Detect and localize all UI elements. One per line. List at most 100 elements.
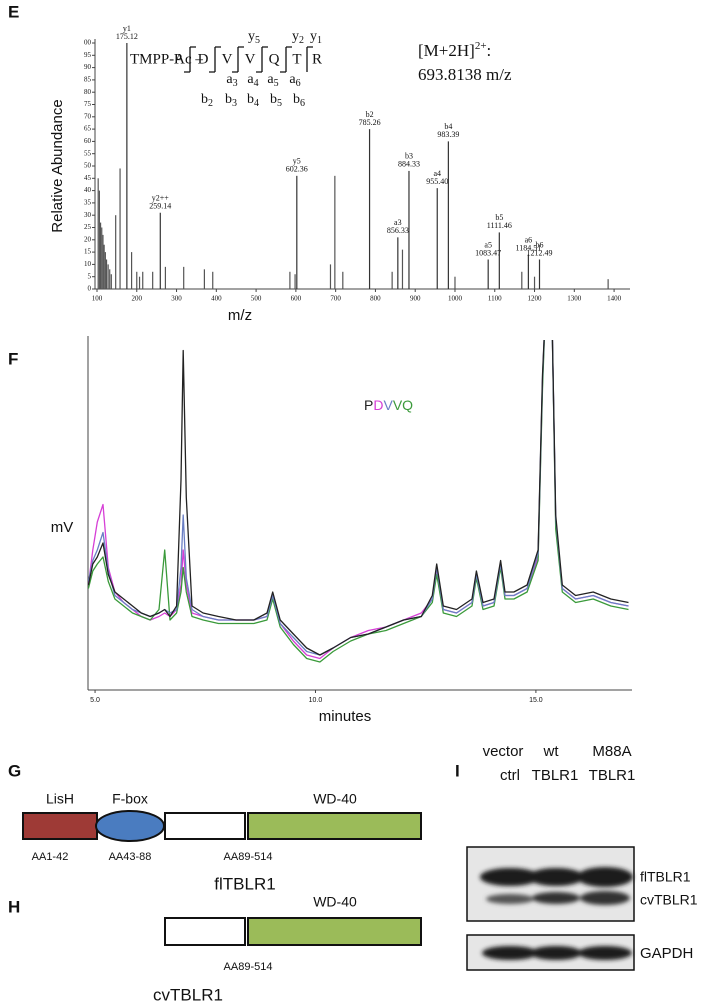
y-tick-label: 65 <box>84 125 92 133</box>
x-tick-label: 700 <box>330 295 341 303</box>
y-tick-label: 90 <box>84 63 92 71</box>
band <box>482 946 538 960</box>
ion-label: b3 <box>405 152 413 161</box>
y-tick-label: 80 <box>84 88 92 96</box>
peak-mz-label: 175.12 <box>116 32 138 41</box>
ion-label: b4 <box>444 122 452 131</box>
ion-label: y5 <box>293 157 301 166</box>
y-tick-label: 60 <box>84 137 92 145</box>
band <box>480 868 540 886</box>
ion-label: a4 <box>433 169 441 178</box>
x-tick-label: 200 <box>132 295 143 303</box>
domain-diagram-cleaved: WD-40 AA89-514 cvTBLR1 <box>153 894 422 1004</box>
lane-label: M88A <box>592 743 631 760</box>
legend-letter: Q <box>402 397 413 413</box>
precursor-colon: : <box>487 41 492 60</box>
trace <box>88 340 629 663</box>
b-ion: b6 <box>293 92 305 109</box>
band-label: flTBLR1 <box>640 869 691 885</box>
x-tick-label: 600 <box>291 295 302 303</box>
y-tick-label: 85 <box>84 76 92 84</box>
y-tick-label: 75 <box>84 100 92 108</box>
peak-mz-label: 602.36 <box>286 165 308 174</box>
residue: R <box>312 51 322 67</box>
x-tick-label: 1300 <box>567 295 582 303</box>
y-tick-label: 95 <box>84 51 92 59</box>
x-tick-label: 800 <box>370 295 381 303</box>
ion-label: b6 <box>536 240 544 249</box>
ion-label: b5 <box>495 213 503 222</box>
fbox-domain <box>95 810 165 842</box>
lane-label: vector <box>483 743 524 760</box>
band <box>580 891 630 905</box>
plot-area <box>88 340 629 663</box>
y-tick-label: 40 <box>84 186 92 194</box>
precursor-ion: [M+2H] <box>418 41 475 60</box>
legend-letter: V <box>383 397 393 413</box>
legend-letter: P <box>364 397 373 413</box>
range-label: AA1-42 <box>32 851 69 863</box>
construct-name: flTBLR1 <box>214 874 275 893</box>
band <box>578 946 632 960</box>
y-tick-label: 70 <box>84 112 92 120</box>
domain-diagram-full: LisH F-box WD-40 AA1-42 AA43-88 AA89-514… <box>22 791 422 893</box>
y-tick-label: 25 <box>84 223 92 231</box>
b-ion: b4 <box>247 92 259 109</box>
bands <box>482 946 632 960</box>
peak-mz-label: 1083.47 <box>475 248 501 257</box>
y-tick-label: 20 <box>84 235 92 243</box>
precursor-charge: 2+ <box>475 40 487 52</box>
peptide-prefix: TMPP-Ac – <box>130 51 203 67</box>
x-tick-label: 100 <box>92 295 103 303</box>
x-tick-label: 500 <box>251 295 262 303</box>
x-tick-label: 1400 <box>607 295 622 303</box>
y-axis-label: mV <box>51 519 74 536</box>
x-axis-label: minutes <box>319 708 372 725</box>
a-ion: a3 <box>226 72 237 89</box>
range-label: AA43-88 <box>109 851 152 863</box>
residue: T <box>292 51 301 67</box>
legend-letter: V <box>393 397 403 413</box>
trace <box>88 340 629 656</box>
peptide-annotation: TMPP-Ac – P D V V Q T R y5 y2 y1 a3 a4 a… <box>130 29 512 109</box>
x-tick-label: 10.0 <box>309 697 323 704</box>
x-tick-label: 400 <box>211 295 222 303</box>
x-tick-label: 1200 <box>528 295 543 303</box>
peak-mz-label: 955.40 <box>426 177 448 186</box>
range-label: AA89-514 <box>224 961 273 973</box>
band-label: GAPDH <box>640 945 693 962</box>
x-tick-label: 15.0 <box>529 697 543 704</box>
y-ion: y5 <box>248 29 260 46</box>
x-tick-label: 1000 <box>448 295 463 303</box>
band <box>528 868 584 886</box>
ion-label: a5 <box>484 240 492 249</box>
peak-mz-label: 1212.49 <box>527 248 553 257</box>
b-ion: b5 <box>270 92 282 109</box>
x-tick-label: 300 <box>171 295 182 303</box>
wd40-domain <box>247 917 422 946</box>
ion-label: a3 <box>394 218 402 227</box>
a-ion: a6 <box>289 72 300 89</box>
y-tick-label: 00 <box>84 39 92 47</box>
x-tick-label: 1100 <box>488 295 502 303</box>
domain-label: F-box <box>112 791 148 807</box>
y-axis-label: Relative Abundance <box>49 99 66 232</box>
peak-mz-label: 856.33 <box>387 226 409 235</box>
lish-domain <box>22 812 98 840</box>
lane-label: TBLR1 <box>532 767 579 784</box>
chromatogram-legend: PDVVQ <box>364 397 413 413</box>
residue: P <box>174 51 182 67</box>
band-label: cvTBLR1 <box>640 892 698 908</box>
b-ion: b3 <box>225 92 237 109</box>
linker-region <box>164 917 246 946</box>
y-tick-label: 45 <box>84 174 92 182</box>
precursor-label: [M+2H]2+: <box>418 40 491 60</box>
y-ion: y2 <box>292 29 304 46</box>
peak-mz-label: 1111.46 <box>487 221 512 230</box>
trace <box>88 340 629 656</box>
domain-label: WD-40 <box>313 894 357 910</box>
domain-label: LisH <box>46 791 74 807</box>
bands <box>480 867 633 905</box>
peak-mz-label: 259.14 <box>149 202 171 211</box>
peak-mz-label: 1184.51 <box>516 243 542 252</box>
